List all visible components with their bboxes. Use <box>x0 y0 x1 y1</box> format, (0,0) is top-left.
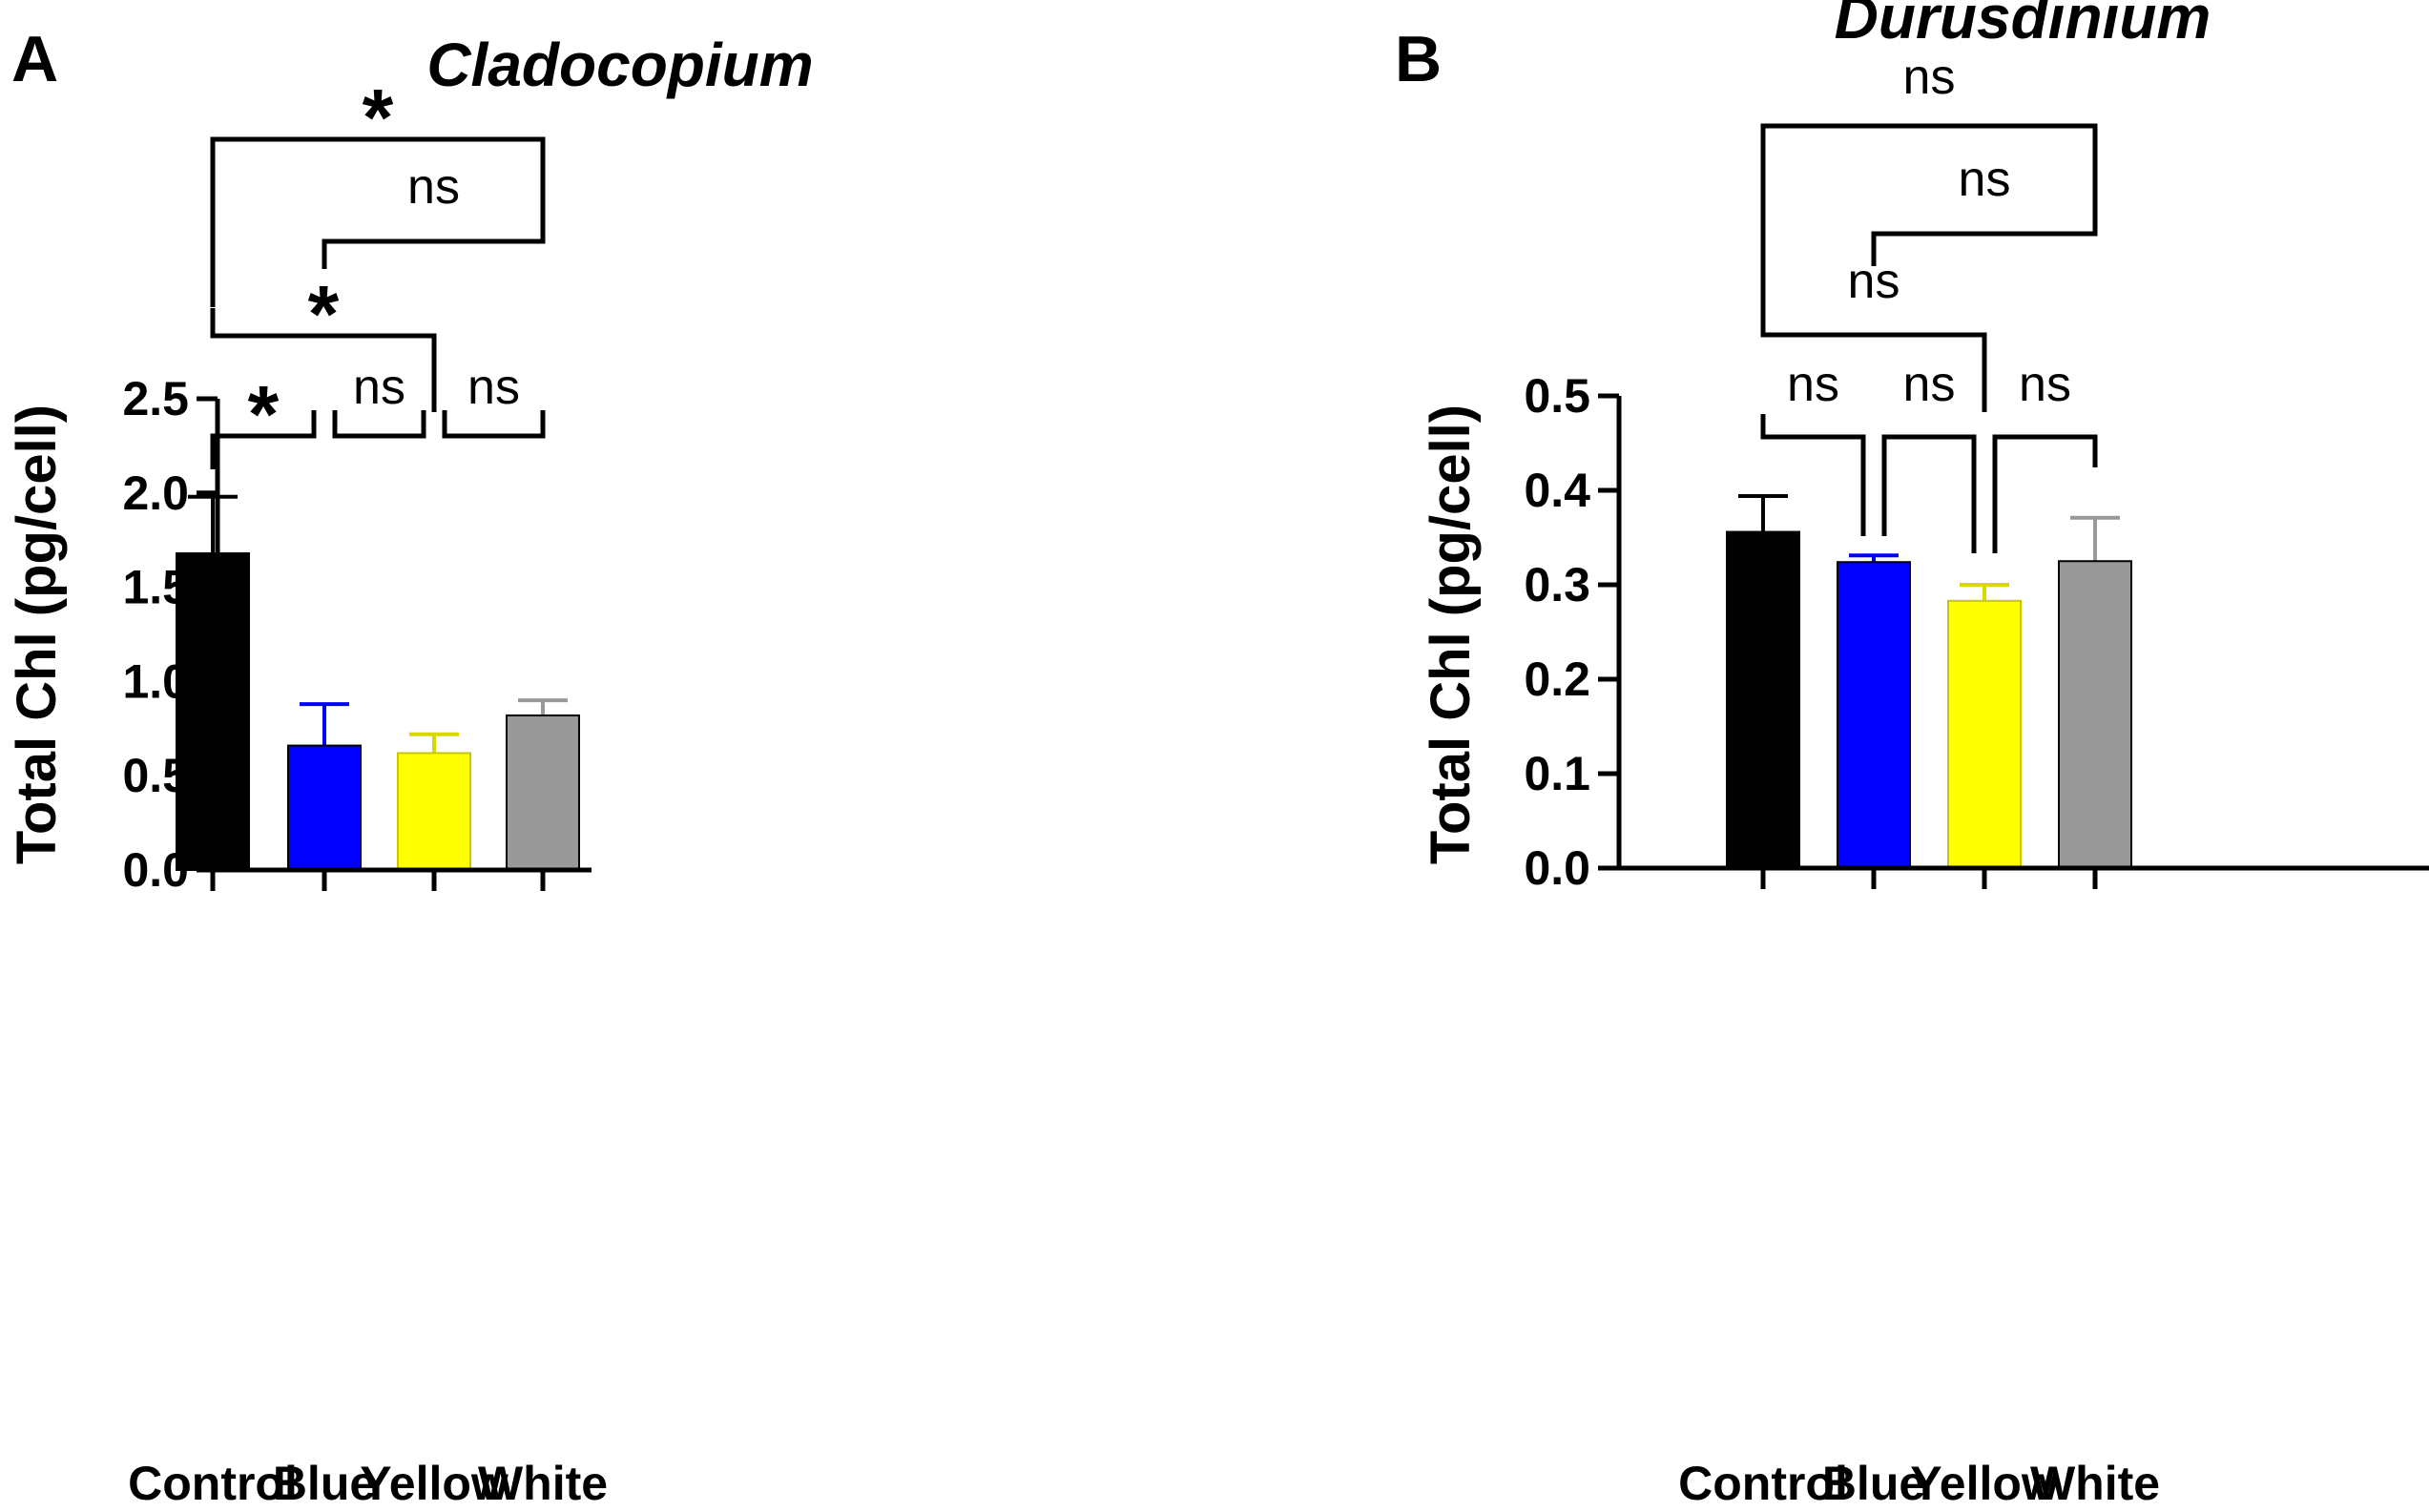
x-tick-label: Blue <box>1822 1457 1925 1510</box>
significance-label: * <box>363 72 394 162</box>
significance-label: ns <box>467 360 520 415</box>
significance-bracket <box>332 410 426 439</box>
panel-letter: B <box>1395 23 1442 95</box>
significance-label: * <box>308 269 340 359</box>
significance-bracket <box>1871 204 2098 266</box>
x-tick-label: Yellow <box>1910 1457 2059 1510</box>
x-tick-label: Control <box>128 1457 298 1510</box>
y-tick-label: 1.0 <box>122 654 189 708</box>
x-tick-label: White <box>478 1457 608 1510</box>
y-tick-label: 2.0 <box>122 466 189 520</box>
y-tick-label: 0.3 <box>1524 558 1590 611</box>
x-tick-label: Control <box>1678 1457 1848 1510</box>
y-axis-label: Total Chl (pg/cell) <box>6 404 68 864</box>
y-tick-label: 0.0 <box>122 843 189 897</box>
significance-label: ns <box>1959 152 2011 207</box>
significance-bracket <box>1760 307 1987 412</box>
chart-title: Durusdinium <box>1835 0 2211 52</box>
x-tick-label: Yellow <box>360 1457 509 1510</box>
bar-blue <box>287 744 362 871</box>
y-axis-label: Total Chl (pg/cell) <box>1420 404 1482 864</box>
panel-a: A Cladocopium 0.0 0.5 1.0 1.5 2.0 2.5 ControlBlu… <box>6 23 814 1510</box>
chart-title: Cladocopium <box>426 31 813 99</box>
significance-bracket <box>210 410 317 469</box>
bar-yellow <box>1947 599 2022 870</box>
significance-label: ns <box>1903 50 1956 105</box>
y-tick-label: 1.5 <box>122 561 189 614</box>
bar-control <box>1726 530 1800 869</box>
significance-label: ns <box>2019 357 2071 412</box>
significance-bracket <box>1760 123 2098 307</box>
bar-white <box>2058 560 2132 869</box>
panel-letter: A <box>11 23 58 95</box>
significance-bracket <box>442 410 546 439</box>
panel-b: B Durusdinium 0.0 0.1 0.2 0.3 0.4 0.5 ControlBlu… <box>1395 0 2429 1510</box>
significance-bracket <box>210 136 546 307</box>
bar-yellow <box>397 752 471 871</box>
y-tick-label: 0.0 <box>1524 841 1590 895</box>
significance-label: ns <box>1787 357 1839 412</box>
x-tick-label: White <box>2030 1457 2160 1510</box>
bar-blue <box>1837 561 1911 869</box>
y-tick-label: 0.5 <box>1524 369 1590 423</box>
significance-bracket <box>1760 414 1866 536</box>
significance-label: * <box>248 369 280 459</box>
y-tick-label: 0.4 <box>1524 464 1590 517</box>
significance-label: ns <box>353 360 405 415</box>
y-tick-label: 0.1 <box>1524 747 1590 800</box>
bar-control <box>176 552 250 871</box>
significance-bracket <box>210 308 437 412</box>
significance-bracket <box>1881 434 1977 553</box>
bar-white <box>506 714 580 872</box>
significance-bracket <box>1992 434 2098 553</box>
y-tick-label: 0.2 <box>1524 652 1590 706</box>
y-tick-label: 2.5 <box>122 372 189 425</box>
significance-label: ns <box>1903 357 1956 412</box>
significance-bracket <box>322 212 546 269</box>
significance-label: ns <box>407 159 460 215</box>
x-tick-label: Blue <box>273 1457 376 1510</box>
y-tick-label: 0.5 <box>122 749 189 802</box>
